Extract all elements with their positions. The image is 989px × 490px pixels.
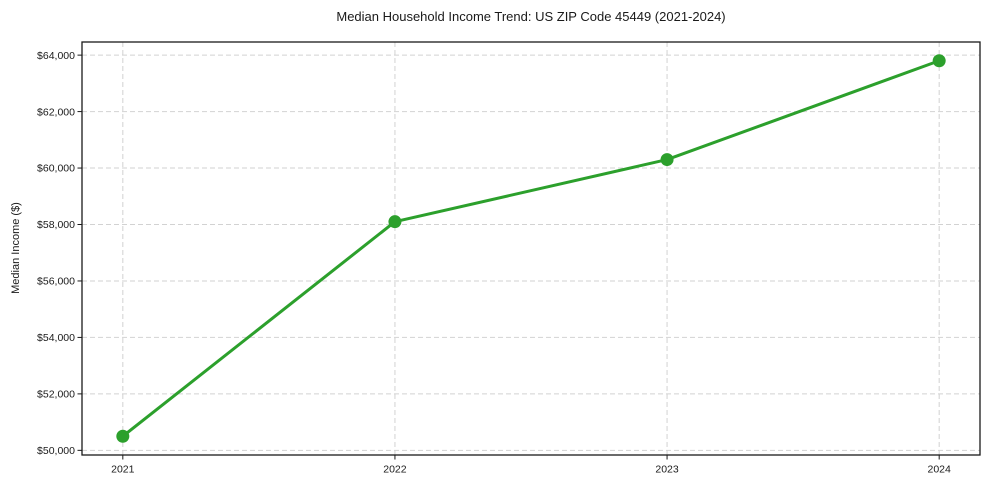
axis-layer: $50,000 $52,000 $54,000 $56,000 $58,000 $60,0… xyxy=(37,41,981,476)
chart-title: Median Household Income Trend: US ZIP Co… xyxy=(336,9,725,24)
y-tick-label: $50,000 xyxy=(37,445,75,457)
y-tick-label: $52,000 xyxy=(37,389,75,401)
y-tick-label: $64,000 xyxy=(37,50,75,62)
y-tick-label: $54,000 xyxy=(37,332,75,344)
x-tick-label: 2023 xyxy=(655,464,679,476)
y-tick-label: $62,000 xyxy=(37,106,75,118)
y-tick-label: $56,000 xyxy=(37,276,75,288)
data-point-2022 xyxy=(388,215,402,229)
income-trend-line xyxy=(121,59,941,438)
x-tick-label: 2021 xyxy=(111,464,135,476)
y-tick-label: $58,000 xyxy=(37,219,75,231)
x-tick-label: 2022 xyxy=(383,464,407,476)
plot-border xyxy=(81,41,981,456)
x-tick-label: 2024 xyxy=(928,464,952,476)
data-series-layer xyxy=(116,54,946,443)
y-tick-label: $60,000 xyxy=(37,163,75,175)
data-point-2024 xyxy=(932,54,946,68)
grid-layer xyxy=(82,42,980,455)
data-point-2023 xyxy=(660,153,674,167)
y-axis-label: Median Income ($) xyxy=(10,202,22,294)
data-point-2021 xyxy=(116,429,130,443)
